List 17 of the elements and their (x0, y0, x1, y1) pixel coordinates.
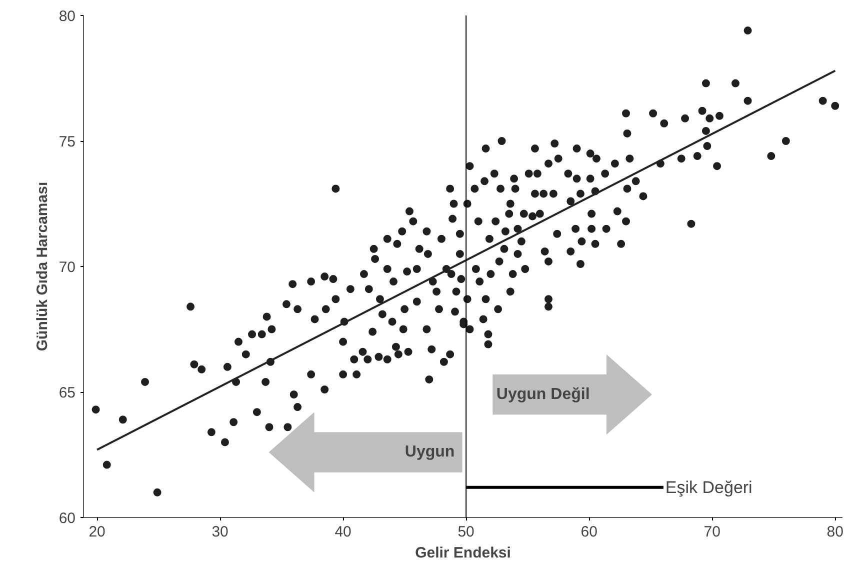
x-tick-label: 60 (580, 524, 598, 540)
annotation: Uygun Değil (496, 386, 590, 404)
y-tick-label: 75 (58, 134, 76, 150)
y-tick-label: 60 (58, 510, 76, 527)
y-axis-title: Günlük Gıda Harcaması (34, 182, 51, 352)
annotation: Uygun (404, 444, 455, 461)
x-tick-label: 80 (826, 524, 844, 540)
y-tick-label: 70 (58, 259, 76, 276)
x-tick-label: 50 (458, 524, 474, 540)
x-tick-label: 30 (212, 524, 228, 540)
x-tick-label: 70 (704, 524, 720, 540)
annotation: Eşik Değeri (665, 478, 752, 497)
x-tick-label: 20 (88, 524, 106, 540)
y-tick-label: 80 (58, 8, 76, 25)
x-axis-title: Gelir Endeksi (415, 544, 511, 562)
y-tick-label: 65 (58, 384, 76, 402)
x-tick-label: 40 (334, 524, 352, 540)
